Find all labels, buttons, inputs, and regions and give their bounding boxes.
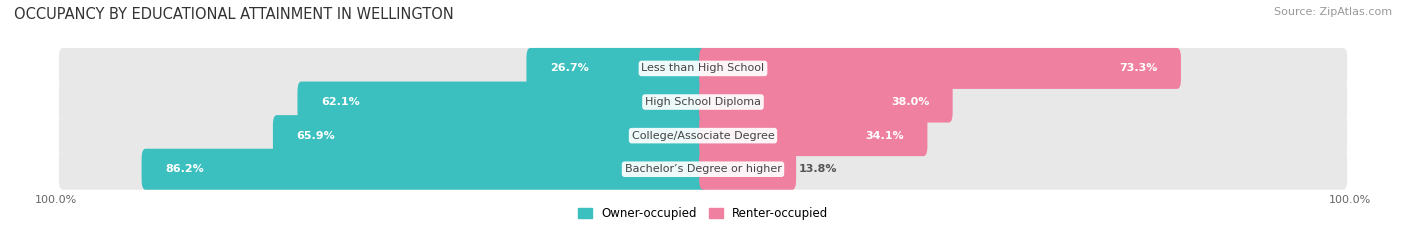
Text: 34.1%: 34.1% xyxy=(866,131,904,141)
Text: 38.0%: 38.0% xyxy=(891,97,929,107)
FancyBboxPatch shape xyxy=(59,115,1347,156)
Text: Bachelor’s Degree or higher: Bachelor’s Degree or higher xyxy=(624,164,782,174)
Text: 65.9%: 65.9% xyxy=(297,131,335,141)
Text: OCCUPANCY BY EDUCATIONAL ATTAINMENT IN WELLINGTON: OCCUPANCY BY EDUCATIONAL ATTAINMENT IN W… xyxy=(14,7,454,22)
Text: College/Associate Degree: College/Associate Degree xyxy=(631,131,775,141)
FancyBboxPatch shape xyxy=(699,149,796,190)
Text: Source: ZipAtlas.com: Source: ZipAtlas.com xyxy=(1274,7,1392,17)
FancyBboxPatch shape xyxy=(298,82,707,123)
Text: 13.8%: 13.8% xyxy=(799,164,837,174)
FancyBboxPatch shape xyxy=(59,149,1347,190)
FancyBboxPatch shape xyxy=(699,115,928,156)
FancyBboxPatch shape xyxy=(699,82,953,123)
Text: Less than High School: Less than High School xyxy=(641,63,765,73)
FancyBboxPatch shape xyxy=(526,48,707,89)
Text: 73.3%: 73.3% xyxy=(1119,63,1157,73)
Legend: Owner-occupied, Renter-occupied: Owner-occupied, Renter-occupied xyxy=(572,202,834,225)
FancyBboxPatch shape xyxy=(273,115,707,156)
FancyBboxPatch shape xyxy=(59,82,1347,123)
Text: 62.1%: 62.1% xyxy=(321,97,360,107)
Text: High School Diploma: High School Diploma xyxy=(645,97,761,107)
FancyBboxPatch shape xyxy=(699,48,1181,89)
FancyBboxPatch shape xyxy=(59,48,1347,89)
Text: 86.2%: 86.2% xyxy=(165,164,204,174)
FancyBboxPatch shape xyxy=(142,149,707,190)
Text: 26.7%: 26.7% xyxy=(550,63,589,73)
